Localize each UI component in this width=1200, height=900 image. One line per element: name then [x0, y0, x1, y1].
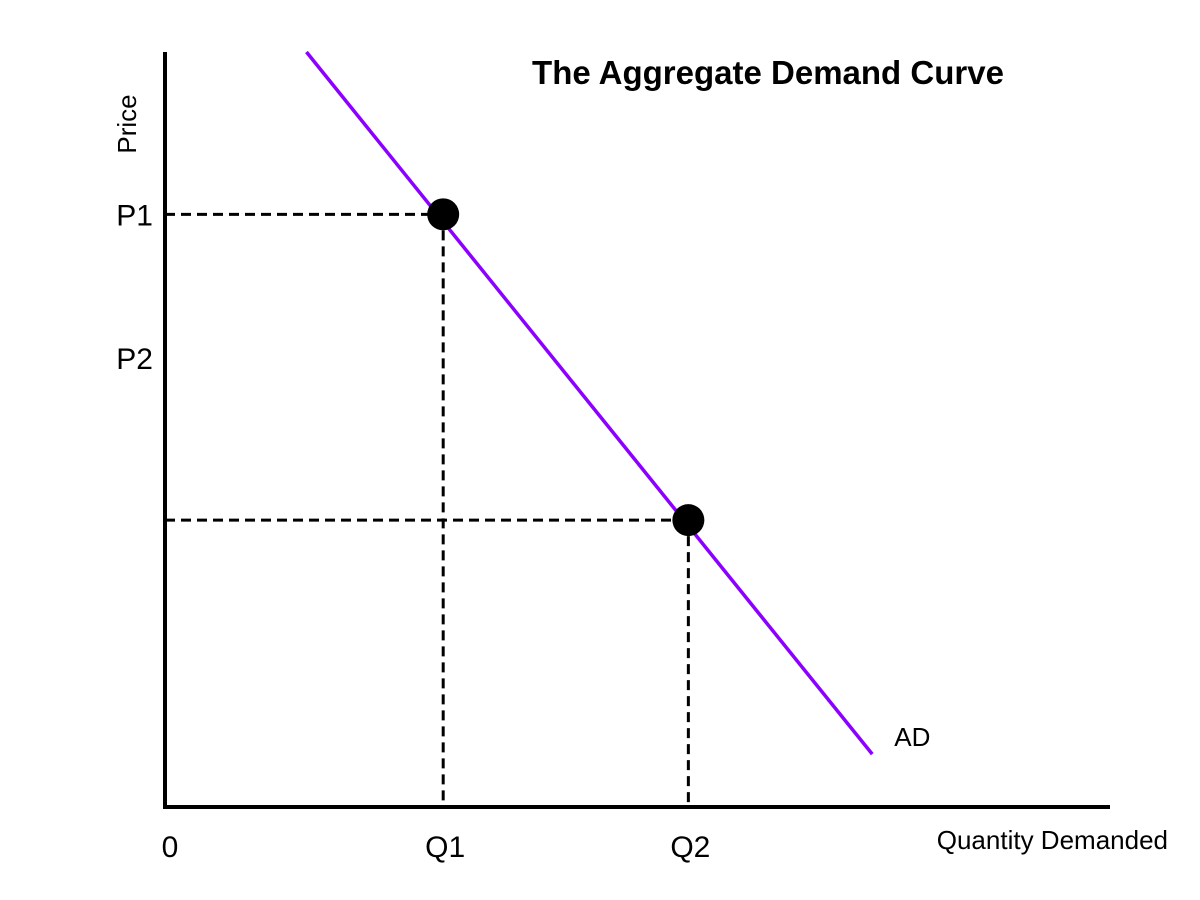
y-tick-label-p1: P1 [116, 199, 153, 232]
data-point-2 [672, 504, 705, 537]
origin-label: 0 [162, 831, 179, 864]
series-line-ad [305, 50, 874, 756]
y-axis-label: Price [112, 94, 142, 153]
points-layer [427, 198, 705, 537]
x-tick-label-q2: Q2 [670, 831, 710, 864]
y-tick-label-p2: P2 [116, 343, 153, 376]
chart-title: The Aggregate Demand Curve [532, 54, 1004, 91]
x-tick-label-q1: Q1 [425, 831, 465, 864]
guide-lines [165, 212, 690, 807]
data-point-1 [427, 198, 460, 231]
ticks-layer: P1 P2 Q1 Q2 [116, 199, 710, 864]
series-label-ad: AD [894, 722, 930, 752]
series-layer: AD [305, 50, 930, 756]
x-axis-label: Quantity Demanded [937, 825, 1168, 855]
